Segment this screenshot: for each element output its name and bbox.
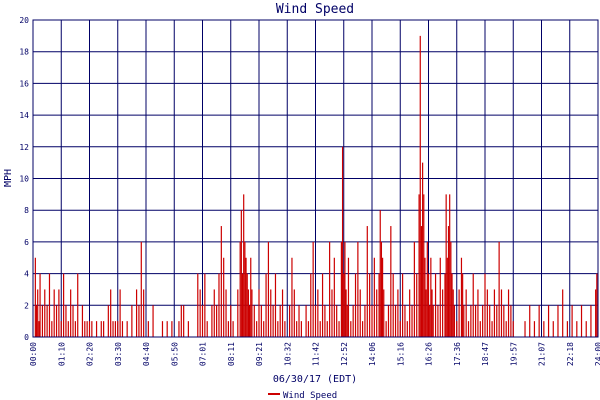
x-tick-label: 01:10 [57, 342, 66, 366]
legend: Wind Speed [268, 391, 337, 400]
x-axis-label: 06/30/17 (EDT) [273, 374, 357, 385]
x-tick-label: 12:52 [340, 342, 349, 366]
x-tick-label: 03:30 [114, 342, 123, 366]
y-axis-label: MPH [3, 169, 14, 187]
gridlines [32, 19, 599, 338]
x-tick-label: 17:36 [453, 342, 462, 366]
y-tick-label: 8 [24, 206, 29, 215]
x-tick-label: 15:16 [396, 342, 405, 366]
x-tick-label: 14:06 [368, 342, 377, 366]
x-tick-label: 24:00 [594, 342, 600, 366]
x-tick-label: 18:47 [481, 342, 490, 366]
y-tick-label: 4 [24, 270, 29, 279]
x-tick-label: 05:50 [170, 342, 179, 366]
y-tick-label: 18 [19, 48, 29, 57]
wind-speed-series [34, 35, 598, 337]
plot-frame [32, 19, 599, 338]
y-tick-label: 20 [19, 16, 29, 25]
x-tick-label: 09:21 [255, 342, 264, 366]
x-tick-label: 19:57 [509, 342, 518, 366]
y-tick-label: 10 [19, 175, 29, 184]
chart-title: Wind Speed [276, 2, 354, 17]
x-tick-label: 00:00 [29, 342, 38, 366]
x-tick-label: 11:42 [312, 342, 321, 366]
legend-label: Wind Speed [283, 391, 337, 400]
x-tick-label: 02:20 [86, 342, 95, 366]
y-tick-label: 14 [19, 111, 29, 120]
x-tick-labels: 00:00 01:10 02:20 03:30 04:40 05:50 07:01 08:11… [29, 342, 600, 366]
x-tick-label: 08:11 [227, 342, 236, 366]
x-tick-label: 16:26 [425, 342, 434, 366]
y-tick-label: 16 [19, 79, 29, 88]
y-tick-label: 2 [24, 301, 29, 310]
x-tick-label: 22:18 [566, 342, 575, 366]
y-tick-labels: 0 2 4 6 8 10 12 14 16 18 20 [19, 16, 29, 342]
x-tick-label: 10:32 [283, 342, 292, 366]
x-tick-label: 21:07 [538, 342, 547, 366]
y-tick-label: 0 [24, 333, 29, 342]
x-tick-label: 07:01 [199, 342, 208, 366]
x-tick-label: 04:40 [142, 342, 151, 366]
y-tick-label: 12 [19, 143, 29, 152]
y-tick-label: 6 [24, 238, 29, 247]
